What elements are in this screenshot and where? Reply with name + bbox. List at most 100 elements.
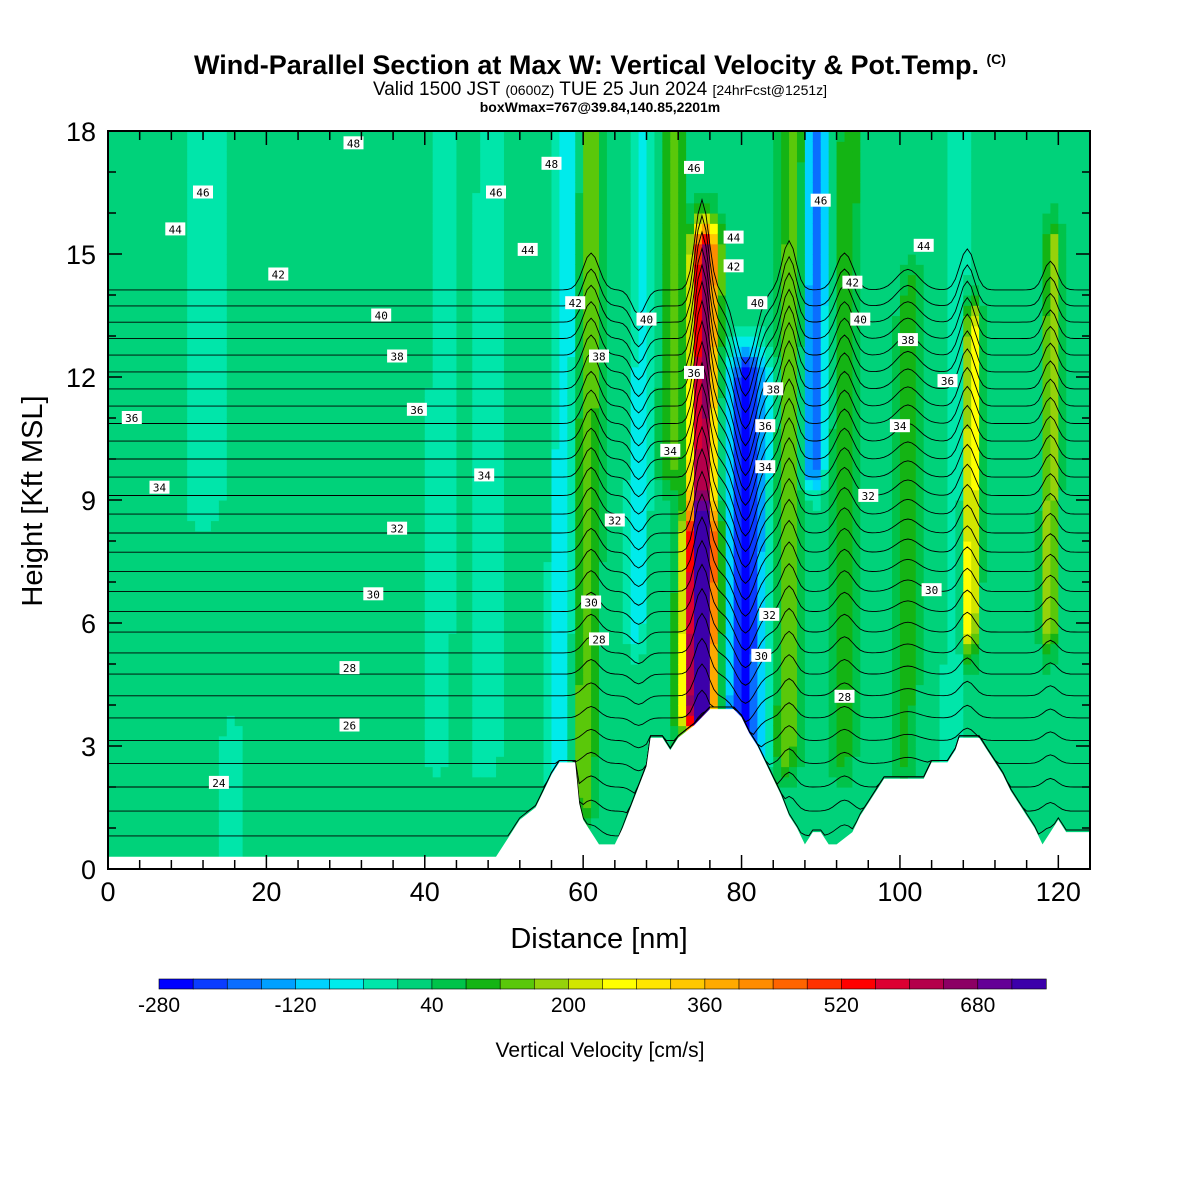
velocity-cell: [535, 387, 545, 399]
velocity-cell: [282, 746, 291, 757]
velocity-cell: [614, 776, 624, 788]
velocity-cell: [195, 274, 204, 286]
velocity-cell: [139, 725, 149, 737]
velocity-cell: [511, 653, 521, 665]
velocity-cell: [432, 510, 442, 522]
velocity-cell: [147, 561, 157, 573]
velocity-cell: [139, 817, 149, 829]
velocity-cell: [377, 182, 386, 194]
velocity-cell: [321, 787, 331, 798]
velocity-cell: [108, 356, 117, 368]
velocity-cell: [630, 254, 640, 265]
velocity-cell: [226, 838, 236, 850]
velocity-cell: [274, 561, 283, 573]
velocity-cell: [630, 407, 640, 419]
velocity-cell: [305, 295, 315, 306]
velocity-cell: [147, 541, 157, 552]
velocity-cell: [313, 520, 323, 532]
velocity-cell: [606, 254, 616, 265]
velocity-cell: [329, 664, 339, 675]
velocity-cell: [139, 766, 149, 778]
velocity-cell: [195, 541, 204, 552]
velocity-cell: [393, 161, 402, 173]
velocity-cell: [108, 602, 117, 614]
velocity-cell: [559, 664, 568, 675]
velocity-cell: [599, 264, 608, 276]
velocity-cell: [630, 664, 640, 675]
velocity-cell: [472, 448, 481, 460]
velocity-cell: [583, 274, 592, 286]
velocity-cell: [377, 479, 386, 491]
velocity-cell: [218, 664, 228, 675]
velocity-cell: [480, 459, 489, 470]
velocity-cell: [432, 469, 442, 481]
velocity-cell: [353, 274, 363, 286]
velocity-cell: [242, 664, 252, 675]
velocity-cell: [195, 787, 204, 798]
velocity-cell: [385, 674, 394, 686]
velocity-cell: [448, 766, 458, 778]
velocity-cell: [488, 274, 497, 286]
velocity-cell: [123, 602, 133, 614]
velocity-cell: [535, 684, 545, 696]
velocity-cell: [591, 582, 600, 593]
velocity-cell: [535, 674, 545, 686]
velocity-cell: [298, 295, 307, 306]
velocity-cell: [432, 254, 442, 265]
velocity-cell: [606, 438, 616, 450]
velocity-cell: [210, 633, 220, 645]
velocity-cell: [179, 582, 188, 593]
velocity-cell: [131, 664, 141, 675]
velocity-cell: [337, 346, 347, 358]
velocity-cell: [298, 776, 307, 788]
velocity-cell: [266, 684, 275, 696]
velocity-cell: [313, 448, 323, 460]
velocity-cell: [408, 848, 418, 860]
velocity-cell: [298, 766, 307, 778]
velocity-cell: [456, 848, 465, 860]
velocity-cell: [282, 705, 291, 716]
velocity-cell: [440, 264, 450, 276]
velocity-cell: [583, 161, 592, 173]
velocity-cell: [583, 418, 592, 429]
velocity-cell: [622, 469, 632, 481]
velocity-cell: [408, 674, 418, 686]
velocity-cell: [424, 397, 434, 409]
velocity-cell: [408, 325, 418, 337]
velocity-cell: [171, 407, 180, 419]
velocity-cell: [155, 407, 165, 419]
velocity-cell: [408, 828, 418, 839]
velocity-cell: [472, 233, 481, 245]
velocity-cell: [559, 602, 568, 614]
velocity-cell: [353, 848, 363, 860]
velocity-cell: [559, 274, 568, 286]
velocity-cell: [290, 151, 299, 163]
velocity-cell: [448, 838, 458, 850]
velocity-cell: [305, 243, 315, 255]
velocity-cell: [298, 582, 307, 593]
velocity-cell: [147, 746, 157, 757]
velocity-cell: [187, 479, 196, 491]
velocity-cell: [321, 315, 331, 327]
velocity-cell: [488, 735, 497, 747]
velocity-cell: [591, 172, 600, 183]
velocity-cell: [139, 151, 149, 163]
velocity-cell: [163, 182, 172, 194]
velocity-cell: [606, 674, 616, 686]
velocity-cell: [496, 479, 505, 491]
velocity-cell: [369, 797, 378, 809]
velocity-cell: [567, 479, 576, 491]
velocity-cell: [551, 356, 560, 368]
velocity-cell: [393, 571, 402, 583]
velocity-cell: [416, 305, 426, 317]
velocity-cell: [369, 807, 378, 819]
velocity-cell: [401, 377, 410, 388]
velocity-cell: [630, 233, 640, 245]
velocity-cell: [195, 407, 204, 419]
velocity-cell: [242, 407, 252, 419]
velocity-cell: [139, 336, 149, 347]
velocity-cell: [551, 653, 560, 665]
velocity-cell: [369, 684, 378, 696]
velocity-cell: [464, 264, 473, 276]
velocity-cell: [472, 838, 481, 850]
